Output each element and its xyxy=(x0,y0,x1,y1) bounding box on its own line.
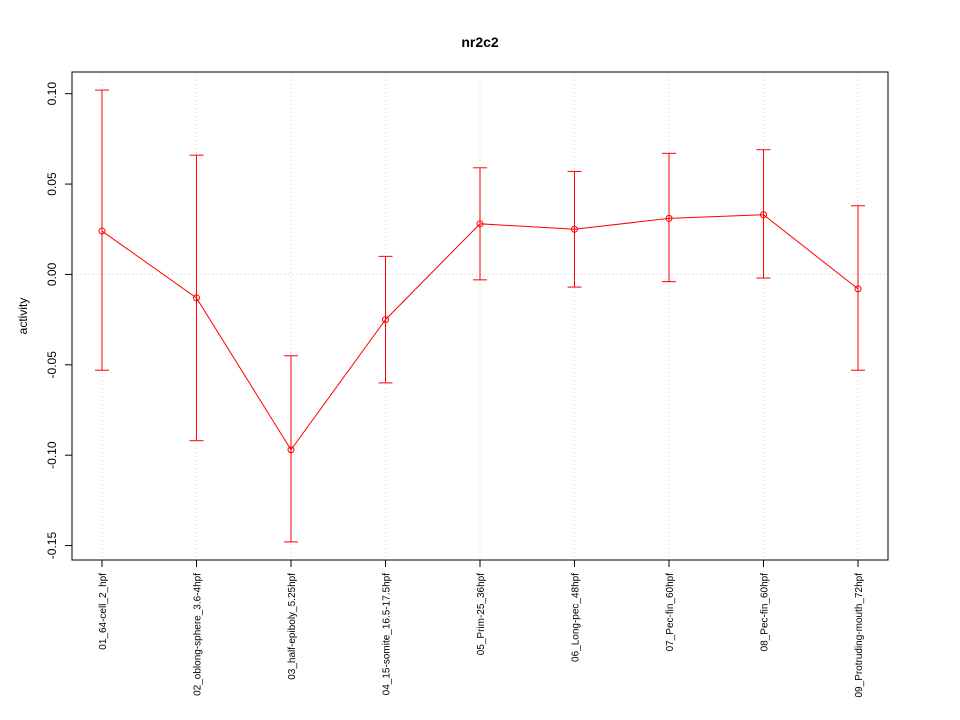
x-tick-label: 03_half-epiboly_5.25hpf xyxy=(287,573,298,680)
y-axis: -0.15 -0.10 -0.05 0.00 0.05 0.10 xyxy=(45,82,73,560)
x-tick-label: 05_Prim-25_36hpf xyxy=(476,573,487,655)
grid-layer xyxy=(72,72,888,560)
y-tick-label: 0.05 xyxy=(45,172,59,196)
data-points xyxy=(98,211,862,454)
x-tick-label: 09_Protruding-mouth_72hpf xyxy=(854,573,865,698)
x-tick-label: 06_Long-pec_48hpf xyxy=(571,573,582,662)
series-line-layer xyxy=(101,214,859,451)
y-axis-label: activity xyxy=(16,298,30,335)
data-point xyxy=(760,211,767,219)
data-point xyxy=(382,316,389,324)
x-tick-label: 08_Pec-fin_60hpf xyxy=(760,573,771,652)
x-tick-label: 02_oblong-sphere_3.6-4hpf xyxy=(193,573,204,696)
y-tick-label: 0.00 xyxy=(45,262,59,286)
data-point xyxy=(854,285,862,293)
data-point xyxy=(476,220,484,228)
x-axis: 01_64-cell_2_hpf 02_oblong-sphere_3.6-4hp… xyxy=(98,559,865,698)
x-tick-label: 07_Pec-fin_60hpf xyxy=(665,573,676,652)
series-line xyxy=(101,214,859,451)
data-point xyxy=(665,214,673,222)
chart-title: nr2c2 xyxy=(461,34,499,50)
data-point xyxy=(287,446,295,454)
data-point xyxy=(98,227,106,235)
data-point xyxy=(571,225,578,233)
x-tick-label: 04_15-somite_16.5-17.5hpf xyxy=(382,573,393,696)
y-tick-label: -0.10 xyxy=(45,441,59,469)
data-point xyxy=(193,294,200,302)
x-tick-label: 01_64-cell_2_hpf xyxy=(98,573,109,650)
y-tick-label: -0.05 xyxy=(45,351,59,379)
y-tick-label: -0.15 xyxy=(45,532,59,560)
y-tick-label: 0.10 xyxy=(45,82,59,106)
